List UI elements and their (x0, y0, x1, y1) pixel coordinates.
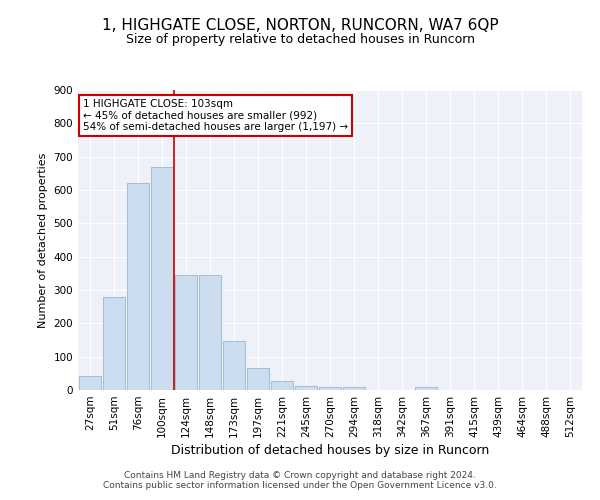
Bar (271, 380, 293, 390)
Bar (199, 275, 221, 390)
Text: 1 HIGHGATE CLOSE: 103sqm
← 45% of detached houses are smaller (992)
54% of semi-: 1 HIGHGATE CLOSE: 103sqm ← 45% of detach… (83, 99, 348, 132)
Text: Contains HM Land Registry data © Crown copyright and database right 2024.
Contai: Contains HM Land Registry data © Crown c… (103, 470, 497, 490)
Text: 1, HIGHGATE CLOSE, NORTON, RUNCORN, WA7 6QP: 1, HIGHGATE CLOSE, NORTON, RUNCORN, WA7 … (101, 18, 499, 32)
Bar (343, 386, 365, 390)
Text: Size of property relative to detached houses in Runcorn: Size of property relative to detached ho… (125, 32, 475, 46)
Bar (79, 376, 101, 390)
X-axis label: Distribution of detached houses by size in Runcorn: Distribution of detached houses by size … (171, 444, 489, 457)
Bar (415, 388, 437, 390)
Bar (247, 368, 269, 390)
Bar (223, 340, 245, 390)
Y-axis label: Number of detached properties: Number of detached properties (38, 152, 48, 328)
Bar (151, 168, 173, 390)
Bar (127, 184, 149, 390)
Bar (319, 386, 341, 390)
Bar (103, 296, 125, 390)
Bar (175, 275, 197, 390)
Bar (295, 386, 317, 390)
